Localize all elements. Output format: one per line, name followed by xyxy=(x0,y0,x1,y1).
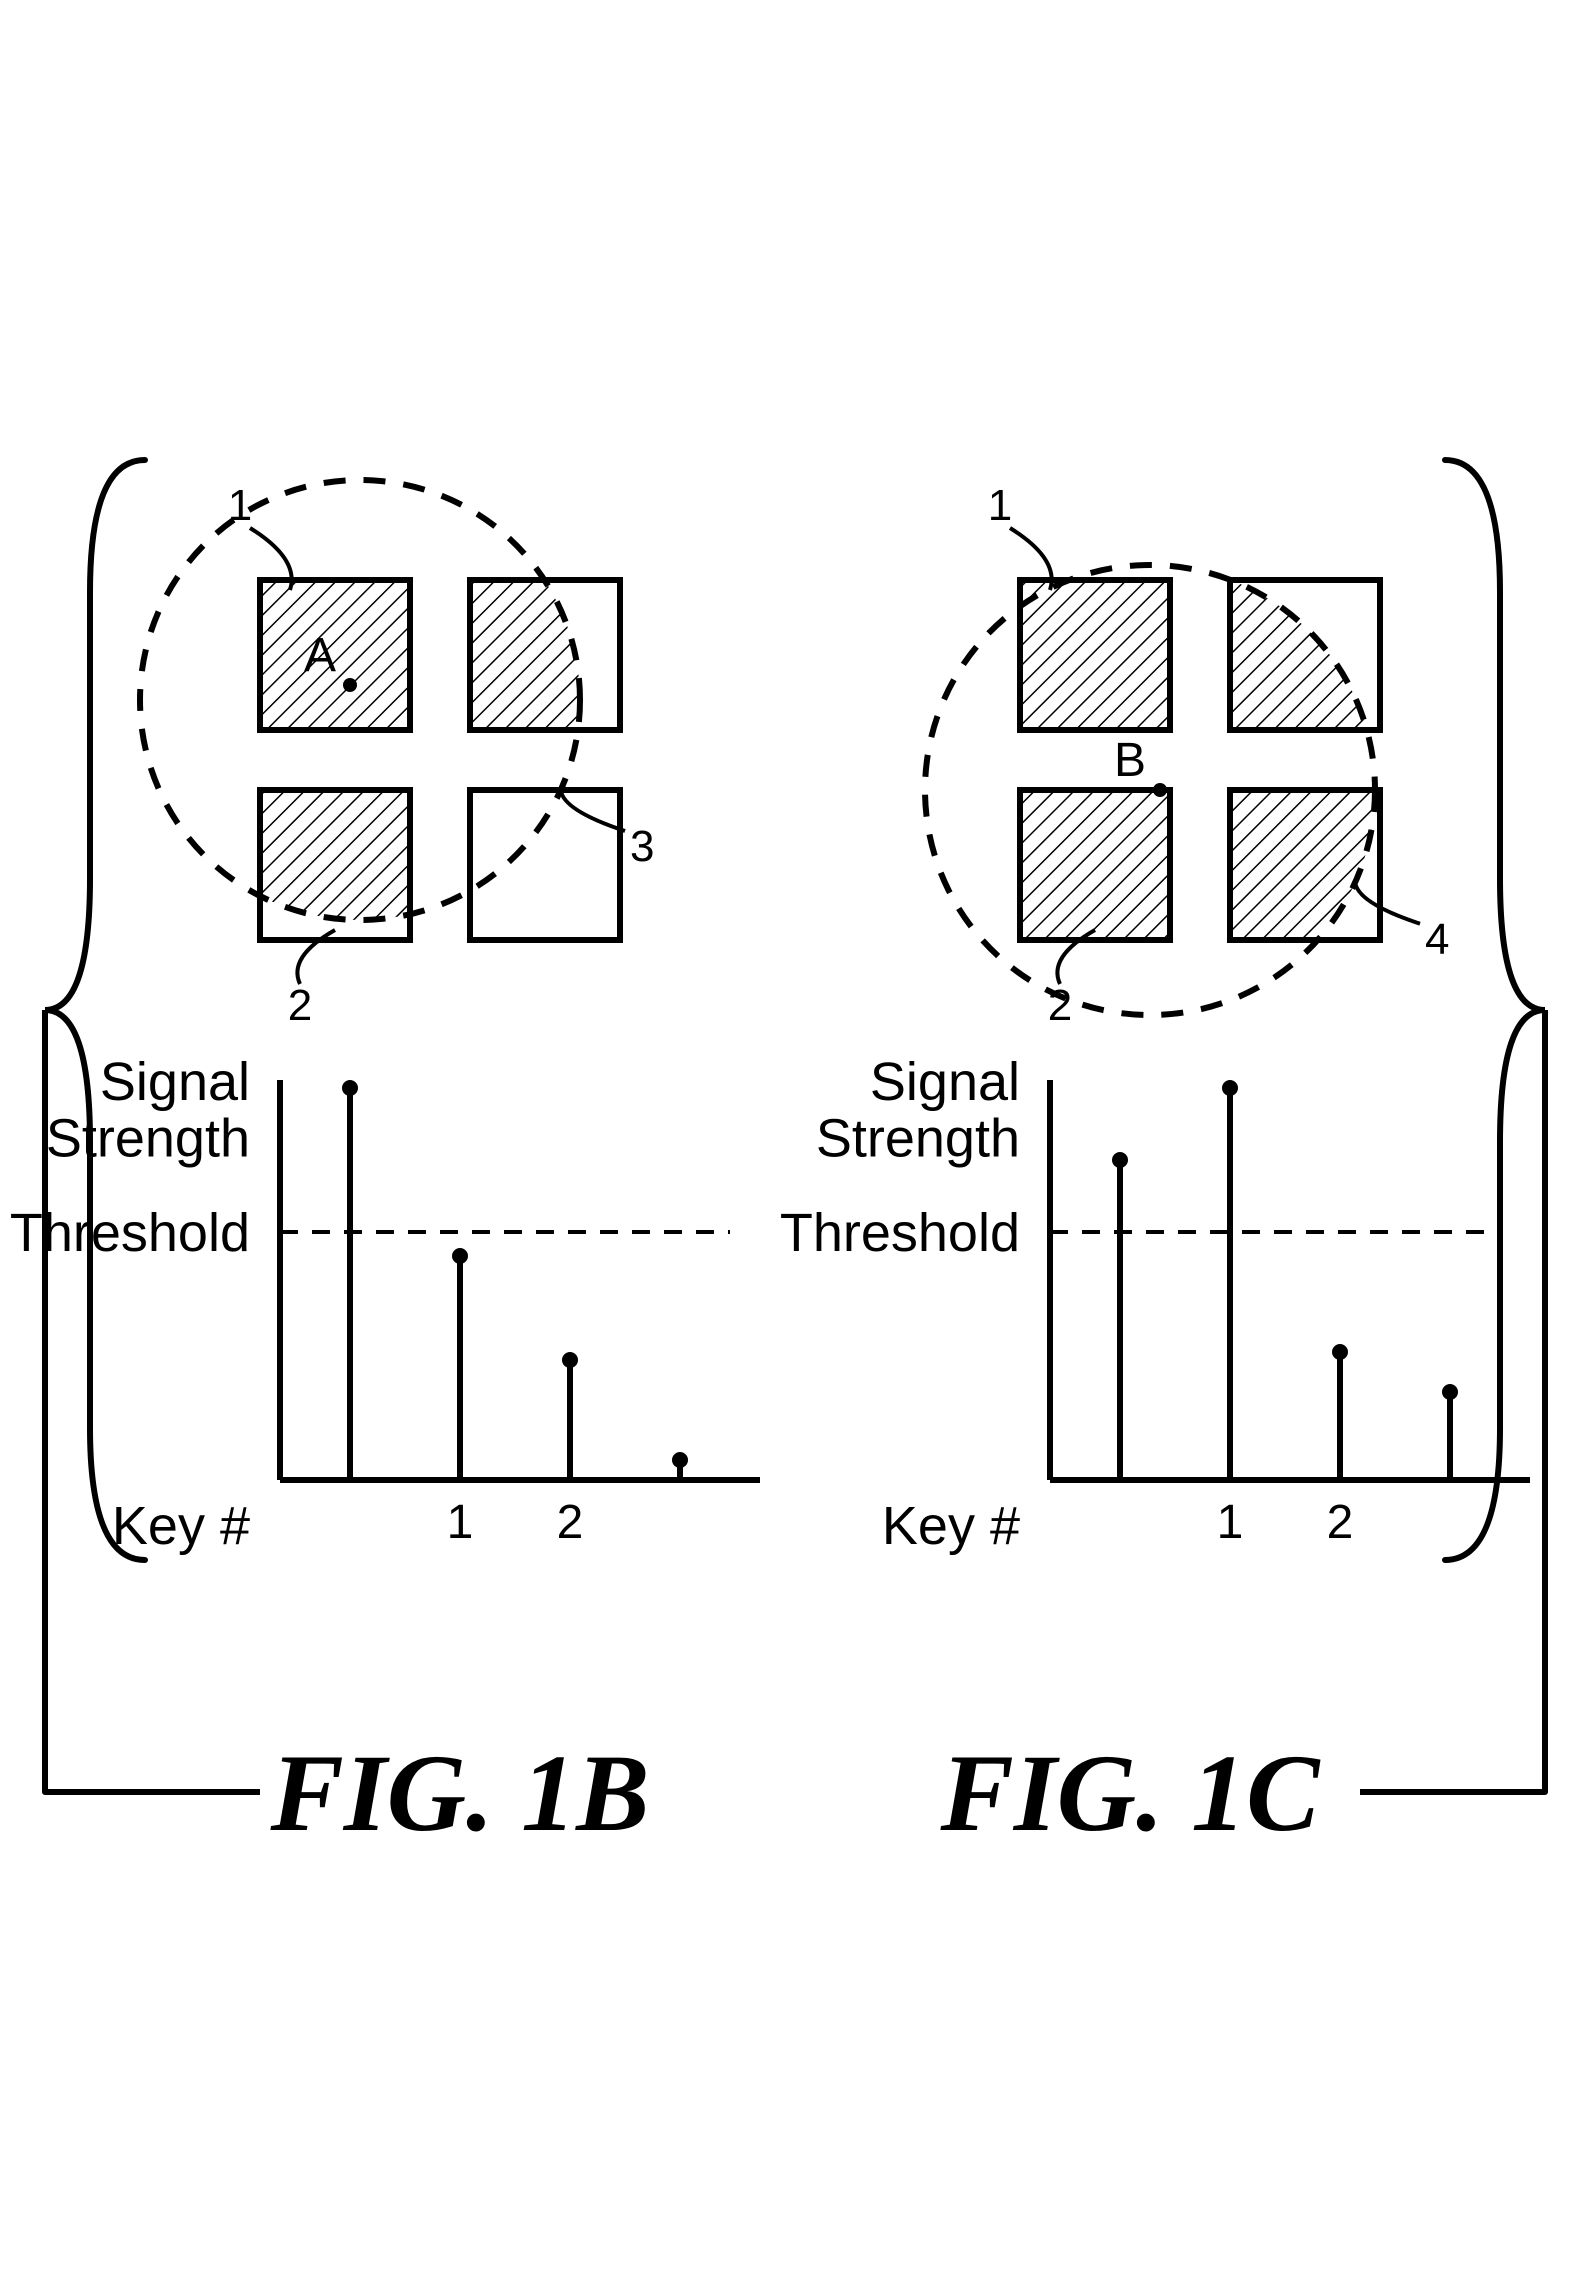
x-axis-label: Key # xyxy=(112,1496,250,1556)
ref-label-circle: 3 xyxy=(630,822,654,871)
touch-point xyxy=(1153,783,1167,797)
x-tick-1: 1 xyxy=(447,1496,474,1549)
y-axis-label: Signal xyxy=(100,1052,250,1112)
x-axis-label: Key # xyxy=(882,1496,1020,1556)
ref-label-1: 1 xyxy=(988,481,1012,530)
touch-letter: A xyxy=(304,629,336,682)
y-axis-label: Signal xyxy=(870,1052,1020,1112)
stem-marker xyxy=(452,1248,468,1264)
key-square xyxy=(470,580,620,730)
key-square xyxy=(1230,790,1380,940)
panel-B: A12312SignalStrengthThresholdKey # xyxy=(10,480,760,1556)
ref-label-circle: 4 xyxy=(1425,915,1449,964)
key-square xyxy=(470,790,620,940)
key-square xyxy=(1020,580,1170,730)
ref-label-2: 2 xyxy=(1048,981,1072,1030)
stem-marker xyxy=(1442,1384,1458,1400)
y-axis-label: Strength xyxy=(816,1109,1020,1169)
threshold-label: Threshold xyxy=(780,1203,1020,1263)
x-tick-1: 1 xyxy=(1217,1496,1244,1549)
figure-label-b: FIG. 1B xyxy=(270,1732,650,1854)
ref-label-2: 2 xyxy=(288,981,312,1030)
key-square xyxy=(260,790,410,940)
key-square xyxy=(1020,790,1170,940)
stem-marker xyxy=(1222,1080,1238,1096)
brace xyxy=(1445,460,1545,1560)
stem-marker xyxy=(672,1452,688,1468)
figure-label-c: FIG. 1C xyxy=(940,1732,1322,1854)
stem-marker xyxy=(1332,1344,1348,1360)
ref-label-1: 1 xyxy=(228,481,252,530)
stem-marker xyxy=(342,1080,358,1096)
x-tick-2: 2 xyxy=(557,1496,584,1549)
x-tick-2: 2 xyxy=(1327,1496,1354,1549)
y-axis-label: Strength xyxy=(46,1109,250,1169)
stem-marker xyxy=(1112,1152,1128,1168)
touch-letter: B xyxy=(1114,734,1146,787)
key-square xyxy=(1230,580,1380,730)
touch-point xyxy=(343,678,357,692)
stem-marker xyxy=(562,1352,578,1368)
panel-C: B 1 2 4 1 2 SignalStrength Threshold Key # xyxy=(780,481,1530,1556)
brace xyxy=(45,460,145,1560)
